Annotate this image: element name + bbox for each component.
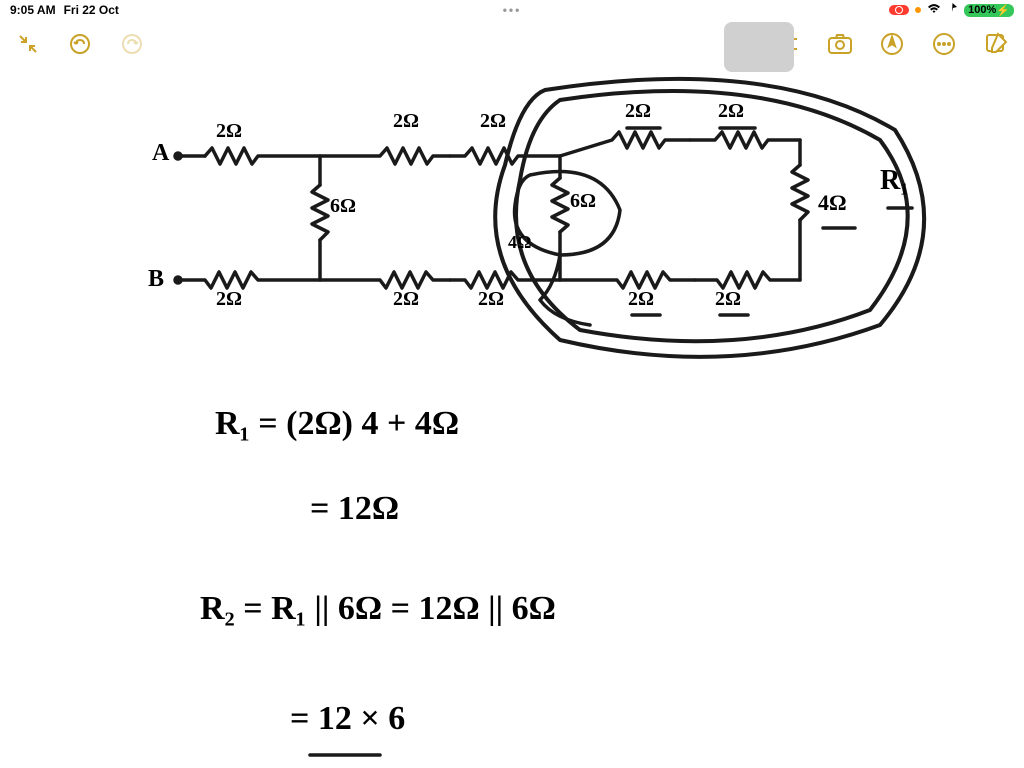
label-4ohm-mid: 4Ω [508,232,531,253]
label-2ohm-b1: 2Ω [216,288,242,311]
label-2ohm-b4: 2Ω [628,288,654,311]
note-canvas[interactable] [0,0,1024,768]
label-2ohm-1: 2Ω [216,120,242,143]
label-6ohm-1: 6Ω [330,195,356,218]
label-r1: R₁ [880,165,909,197]
label-b: B [148,266,164,293]
eq-line1: R₁ = (2Ω) 4 + 4Ω [215,405,459,443]
eq-line3: R₂ = R₁ || 6Ω = 12Ω || 6Ω [200,590,556,628]
label-a: A [152,140,169,167]
label-2ohm-b3: 2Ω [478,288,504,311]
label-2ohm-2: 2Ω [393,110,419,133]
eq-line4: = 12 × 6 [290,700,405,738]
label-6ohm-2: 6Ω [570,190,596,213]
label-2ohm-5: 2Ω [718,100,744,123]
label-2ohm-b5: 2Ω [715,288,741,311]
label-2ohm-b2: 2Ω [393,288,419,311]
eq-line2: = 12Ω [310,490,399,528]
label-4ohm-right: 4Ω [818,190,847,216]
label-2ohm-4: 2Ω [625,100,651,123]
label-2ohm-3: 2Ω [480,110,506,133]
